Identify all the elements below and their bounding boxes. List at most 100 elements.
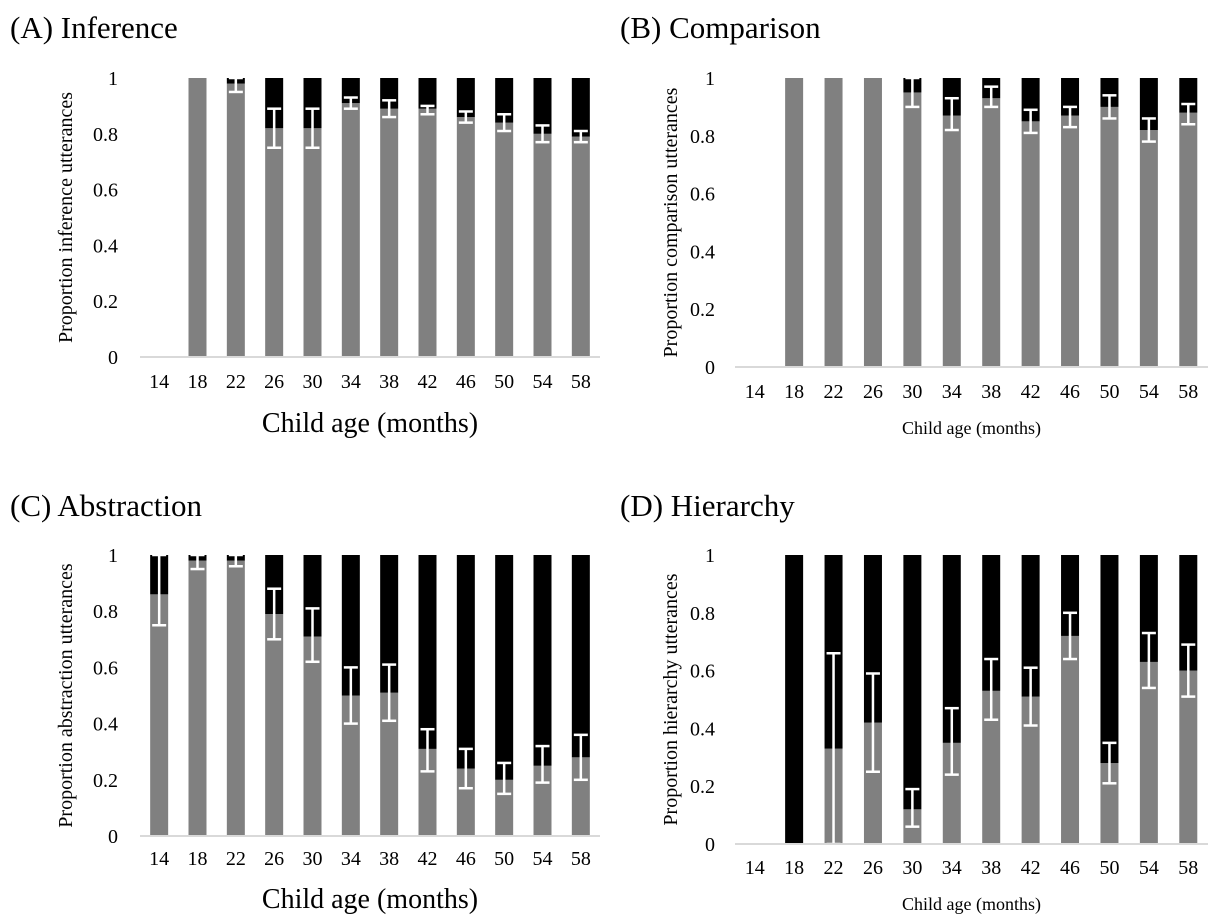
x-tick-label: 26 bbox=[264, 848, 284, 870]
error-bar bbox=[1023, 108, 1038, 135]
x-tick-label: 54 bbox=[1139, 857, 1159, 879]
bar-segment-gray bbox=[303, 636, 322, 836]
error-bar bbox=[305, 607, 320, 664]
x-tick-label: 14 bbox=[745, 381, 765, 403]
bar-segment-gray bbox=[982, 98, 1001, 367]
bar-segment-gray bbox=[1100, 106, 1119, 368]
error-bar bbox=[420, 727, 435, 773]
error-bar bbox=[382, 663, 397, 723]
x-tick-label: 34 bbox=[942, 857, 962, 879]
x-tick-label: 38 bbox=[981, 857, 1001, 879]
error-bar bbox=[267, 107, 282, 149]
error-bar bbox=[152, 553, 167, 627]
bar-segment-black bbox=[824, 555, 843, 749]
bar-segment-gray bbox=[265, 614, 284, 836]
y-tick-label: 1 bbox=[108, 545, 118, 567]
error-bar bbox=[1141, 631, 1156, 690]
y-tick-label: 0.6 bbox=[93, 657, 118, 679]
x-axis-label: Child age (months) bbox=[902, 894, 1041, 915]
error-bar bbox=[905, 76, 920, 109]
error-bar bbox=[228, 76, 243, 94]
error-bar bbox=[1141, 117, 1156, 143]
x-tick-label: 26 bbox=[863, 857, 883, 879]
x-tick-label: 38 bbox=[379, 371, 399, 393]
x-tick-label: 46 bbox=[1060, 381, 1080, 403]
x-tick-label: 42 bbox=[418, 371, 438, 393]
x-tick-label: 14 bbox=[149, 371, 169, 393]
bar-segment-black bbox=[456, 555, 475, 769]
bar-segment-black bbox=[785, 555, 804, 844]
panel-comparison: (B) Comparison 0 0.2 0.4 0.6 0.8 1 14 18 22 26 30 3… bbox=[605, 0, 1211, 460]
bar-segment-gray bbox=[265, 128, 284, 357]
x-tick-label: 54 bbox=[533, 848, 553, 870]
bar-segment-gray bbox=[226, 560, 245, 836]
bar-segment-black bbox=[903, 555, 922, 810]
x-tick-label: 34 bbox=[942, 381, 962, 403]
x-tick-label: 22 bbox=[824, 857, 844, 879]
x-tick-label: 30 bbox=[902, 857, 922, 879]
y-axis-label: Proportion inference utterances bbox=[55, 92, 77, 343]
error-bar bbox=[944, 96, 959, 132]
bar-segment-black bbox=[533, 78, 552, 134]
x-tick-label: 50 bbox=[1099, 381, 1119, 403]
bar-segment-black bbox=[303, 78, 322, 129]
x-tick-label: 54 bbox=[1139, 381, 1159, 403]
y-tick-label: 0.4 bbox=[93, 235, 118, 257]
error-bar bbox=[1063, 611, 1078, 661]
bar-segment-black bbox=[265, 78, 284, 129]
bar-segment-gray bbox=[341, 695, 360, 836]
bar-segment-black bbox=[1100, 78, 1119, 107]
y-tick-label: 0.6 bbox=[690, 184, 715, 206]
y-tick-label: 0 bbox=[705, 357, 715, 379]
y-tick-label: 0.2 bbox=[690, 299, 715, 321]
y-tick-label: 0.8 bbox=[93, 124, 118, 146]
bar-segment-gray bbox=[303, 128, 322, 357]
bar-segment-gray bbox=[495, 122, 514, 357]
x-tick-label: 30 bbox=[902, 381, 922, 403]
x-tick-label: 26 bbox=[863, 381, 883, 403]
bar-segment-black bbox=[1100, 555, 1119, 764]
error-bar bbox=[1181, 643, 1196, 698]
error-bar bbox=[1063, 105, 1078, 129]
y-tick-label: 0.6 bbox=[690, 661, 715, 683]
chart-abstraction: 0 0.2 0.4 0.6 0.8 1 14 18 22 26 30 34 38 42 46 50 54 58 Ch… bbox=[55, 545, 600, 915]
bar-segment-black bbox=[341, 555, 360, 696]
bar-segment-gray bbox=[456, 117, 475, 357]
chart-comparison: 0 0.2 0.4 0.6 0.8 1 14 18 22 26 30 34 38 42 46 50 54 58 Ch… bbox=[660, 68, 1208, 439]
y-tick-label: 0.4 bbox=[93, 714, 118, 736]
bar-segment-gray bbox=[1139, 661, 1158, 844]
bar-segment-black bbox=[571, 78, 590, 137]
bar-segment-gray bbox=[418, 108, 437, 357]
x-tick-label: 22 bbox=[226, 371, 246, 393]
bar-segment-gray bbox=[785, 78, 804, 367]
y-axis-label: Proportion comparison utterances bbox=[660, 87, 682, 357]
error-bar bbox=[458, 747, 473, 790]
error-bar bbox=[984, 85, 999, 109]
bar-segment-black bbox=[303, 555, 322, 637]
x-tick-label: 34 bbox=[341, 371, 361, 393]
x-tick-label: 50 bbox=[1099, 857, 1119, 879]
bar-segment-gray bbox=[903, 92, 922, 367]
bar-segment-black bbox=[571, 555, 590, 758]
bar-segment-gray bbox=[380, 108, 399, 357]
x-axis-label: Child age (months) bbox=[262, 884, 478, 915]
bar-segment-gray bbox=[226, 83, 245, 357]
y-axis-label: Proportion hierarchy utterances bbox=[660, 573, 682, 825]
y-tick-label: 0 bbox=[705, 834, 715, 856]
error-bar bbox=[865, 672, 880, 773]
x-tick-label: 34 bbox=[341, 848, 361, 870]
bar-segment-black bbox=[1139, 78, 1158, 131]
bar-segment-black bbox=[863, 555, 882, 723]
y-tick-label: 0 bbox=[108, 347, 118, 369]
x-tick-label: 42 bbox=[1021, 381, 1041, 403]
x-tick-label: 58 bbox=[1178, 381, 1198, 403]
x-tick-label: 58 bbox=[571, 848, 591, 870]
x-tick-label: 50 bbox=[494, 371, 514, 393]
x-tick-label: 42 bbox=[1021, 857, 1041, 879]
x-tick-label: 14 bbox=[149, 848, 169, 870]
bar-segment-black bbox=[982, 555, 1001, 691]
y-tick-label: 1 bbox=[108, 68, 118, 90]
x-tick-label: 58 bbox=[1178, 857, 1198, 879]
x-tick-label: 38 bbox=[379, 848, 399, 870]
bar-segment-black bbox=[418, 555, 437, 749]
